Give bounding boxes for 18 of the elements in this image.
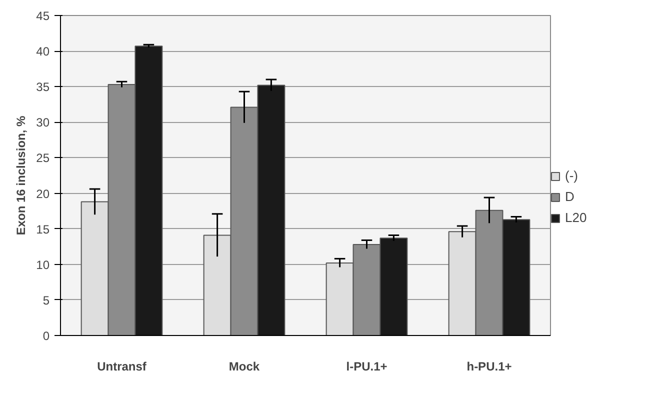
legend-label: (-) xyxy=(565,168,579,183)
y-tick-label: 20 xyxy=(36,186,50,201)
y-tick-label: 5 xyxy=(42,293,50,308)
y-tick-label: 10 xyxy=(36,258,50,272)
y-tick-label: 30 xyxy=(36,116,50,130)
x-tick-label: Untransf xyxy=(97,360,148,374)
x-tick-label: Mock xyxy=(228,360,260,374)
y-tick-label: 35 xyxy=(36,80,50,94)
legend-label: D xyxy=(565,189,576,204)
y-axis-title: Exon 16 inclusion, % xyxy=(14,115,28,236)
y-tick-label: 45 xyxy=(36,9,50,23)
y-tick-label: 0 xyxy=(42,329,50,343)
y-tick-label: 15 xyxy=(36,222,50,236)
y-tick-label: 25 xyxy=(36,151,50,166)
x-tick-label: l-PU.1+ xyxy=(346,360,388,374)
y-tick-label: 40 xyxy=(36,44,50,59)
legend-label: L20 xyxy=(565,210,587,225)
x-tick-label: h-PU.1+ xyxy=(466,360,512,374)
